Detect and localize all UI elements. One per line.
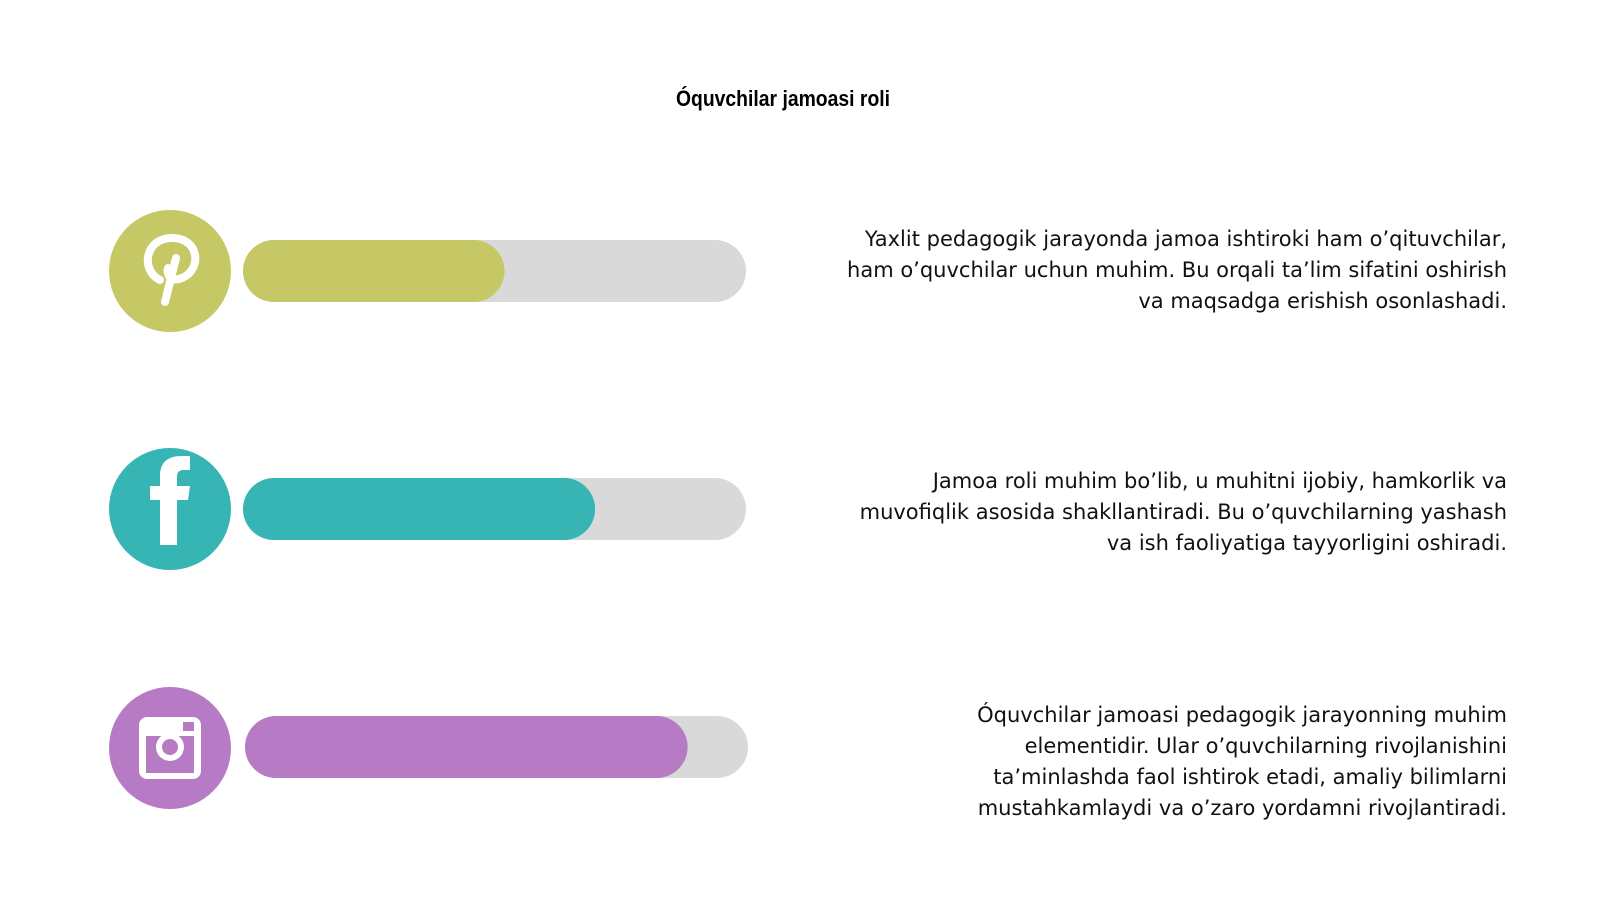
- description-line: elementidir. Ular o’quvchilarning rivojl…: [1025, 734, 1507, 758]
- description-line: va ish faoliyatiga tayyorligini oshiradi…: [1107, 531, 1507, 555]
- progress-fill: [245, 716, 688, 778]
- description-line: Jamoa roli muhim bo’lib, u muhitni ijobi…: [931, 469, 1507, 493]
- description-line: ta’minlashda faol ishtirok etadi, amaliy…: [993, 765, 1507, 789]
- pinterest-icon: [109, 210, 231, 332]
- description-line: Yaxlit pedagogik jarayonda jamoa ishtiro…: [864, 227, 1507, 251]
- progress-fill: [243, 478, 596, 540]
- facebook-icon: [109, 448, 231, 570]
- instagram-icon: [109, 687, 231, 809]
- description-line: muvofiqlik asosida shakllantiradi. Bu o’…: [860, 500, 1507, 524]
- slide-title: Óquvchilar jamoasi roli: [676, 86, 890, 111]
- description-line: va maqsadga erishish osonlashadi.: [1138, 289, 1507, 313]
- progress-fill: [243, 240, 505, 302]
- description-line: ham o’quvchilar uchun muhim. Bu orqali t…: [847, 258, 1507, 282]
- description-line: mustahkamlaydi va o’zaro yordamni rivojl…: [978, 796, 1507, 820]
- description-line: Óquvchilar jamoasi pedagogik jarayonning…: [977, 702, 1507, 727]
